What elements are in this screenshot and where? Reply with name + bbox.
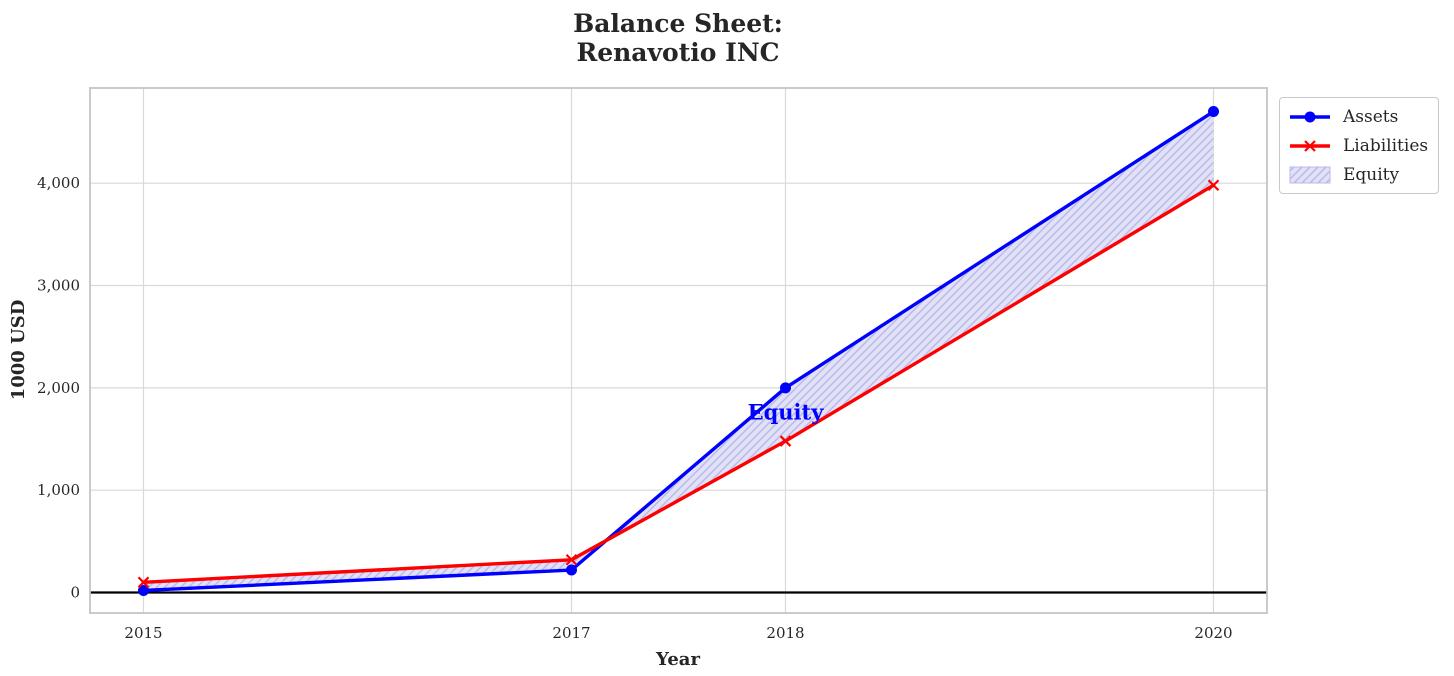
y-axis-label: 1000 USD xyxy=(8,300,29,401)
plot-border xyxy=(89,87,1268,614)
assets-marker xyxy=(1208,106,1219,118)
legend-item-liabilities: Liabilities xyxy=(1288,132,1428,159)
gridlines xyxy=(90,88,1267,613)
series-layer xyxy=(90,106,1267,596)
y-tick-label: 3,000 xyxy=(37,277,80,295)
y-tick-label: 2,000 xyxy=(37,379,80,397)
legend-label-equity: Equity xyxy=(1343,164,1400,185)
legend-item-assets: Assets xyxy=(1288,103,1428,130)
assets-line xyxy=(141,109,1216,593)
liabilities-marker xyxy=(565,554,578,566)
tick-labels: 2015 2017 2018 2020 0 1,000 2,000 3,000 4,000 xyxy=(37,174,1233,642)
equity-swatch-hatch xyxy=(1290,166,1330,183)
x-tick-label: 2020 xyxy=(1194,624,1232,642)
assets-line-swatch-icon xyxy=(1290,111,1330,122)
x-axis-label: Year xyxy=(655,649,700,670)
liabilities-marker xyxy=(137,576,150,589)
assets-marker xyxy=(138,584,149,596)
legend-item-equity: Equity xyxy=(1288,161,1428,188)
equity-fill-layer xyxy=(143,111,1214,591)
x-tick-label: 2015 xyxy=(124,624,162,642)
x-tick-label: 2017 xyxy=(552,624,590,642)
chart-title-line1: Balance Sheet: xyxy=(573,9,783,38)
legend: Assets Liabilities Equity xyxy=(1279,97,1440,194)
liabilities-marker xyxy=(1207,179,1220,191)
legend-label-liabilities: Liabilities xyxy=(1343,135,1429,156)
equity-patch-swatch-icon xyxy=(1289,166,1331,183)
y-tick-label: 1,000 xyxy=(37,481,80,499)
chart-title-line2: Renavotio INC xyxy=(576,38,779,67)
legend-label-assets: Assets xyxy=(1343,106,1399,127)
liabilities-line-swatch-icon xyxy=(1290,139,1330,152)
equity-area-annotation: Equity xyxy=(748,399,825,424)
assets-marker xyxy=(780,382,791,394)
liabilities-line xyxy=(141,183,1216,584)
liabilities-swatch-x-marker xyxy=(1304,139,1316,152)
y-tick-label: 4,000 xyxy=(37,174,80,192)
assets-marker xyxy=(566,564,577,576)
y-tick-label: 0 xyxy=(70,584,80,602)
x-tick-label: 2018 xyxy=(766,624,804,642)
equity-fill-hatch xyxy=(143,111,1214,591)
assets-swatch-circle-marker xyxy=(1304,111,1316,122)
liabilities-marker xyxy=(779,435,792,447)
